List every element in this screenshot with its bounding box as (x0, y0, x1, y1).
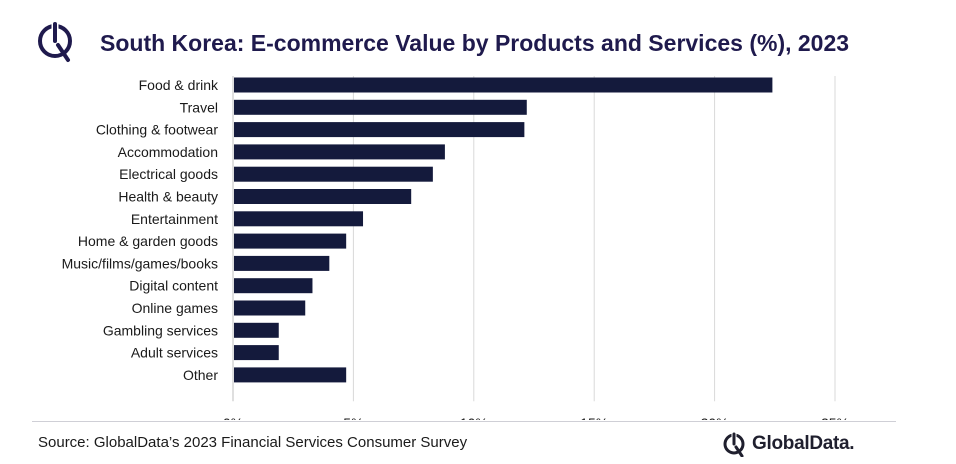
brand-logo: GlobalData. (722, 430, 902, 460)
bar (234, 233, 347, 249)
bar (234, 99, 527, 115)
chart-header: South Korea: E-commerce Value by Product… (34, 14, 934, 74)
category-label: Adult services (131, 345, 218, 361)
x-tick-label: 25% (821, 415, 849, 420)
category-label: Music/films/games/books (62, 255, 218, 271)
x-tick-label: 20% (701, 415, 729, 420)
category-label: Clothing & footwear (96, 122, 219, 138)
bar-chart: 0% 5% 10% 15% 20% 25% Food & drink Travel Clothi… (62, 76, 849, 420)
category-label: Health & beauty (118, 189, 218, 205)
chart-title: South Korea: E-commerce Value by Product… (100, 30, 850, 56)
bar (234, 77, 773, 93)
x-tick-label: 15% (580, 415, 608, 420)
category-label: Entertainment (131, 211, 218, 227)
x-tick-label: 0% (223, 415, 243, 420)
bar (234, 278, 313, 294)
brand-name: GlobalData. (752, 433, 855, 454)
footer-divider (32, 421, 896, 422)
globaldata-brand-icon (723, 432, 745, 457)
category-label: Travel (180, 99, 218, 115)
bar (234, 211, 364, 227)
x-tick-label: 5% (343, 415, 363, 420)
category-label: Accommodation (118, 144, 218, 160)
bar (234, 166, 433, 182)
bar (234, 300, 306, 316)
bar (234, 122, 525, 138)
bar (234, 367, 347, 383)
bar (234, 144, 445, 160)
category-label: Gambling services (103, 322, 218, 338)
globaldata-logo-icon (38, 22, 72, 62)
category-label: Electrical goods (119, 166, 218, 182)
x-tick-label: 10% (460, 415, 488, 420)
category-label: Food & drink (139, 77, 219, 93)
bar (234, 189, 412, 204)
category-label: Home & garden goods (78, 233, 218, 249)
bar (234, 322, 279, 338)
bar (234, 345, 279, 361)
category-label: Online games (132, 300, 218, 316)
source-note: Source: GlobalData’s 2023 Financial Serv… (38, 434, 468, 451)
category-label: Digital content (129, 278, 218, 294)
category-label: Other (183, 367, 218, 383)
bar (234, 255, 330, 271)
